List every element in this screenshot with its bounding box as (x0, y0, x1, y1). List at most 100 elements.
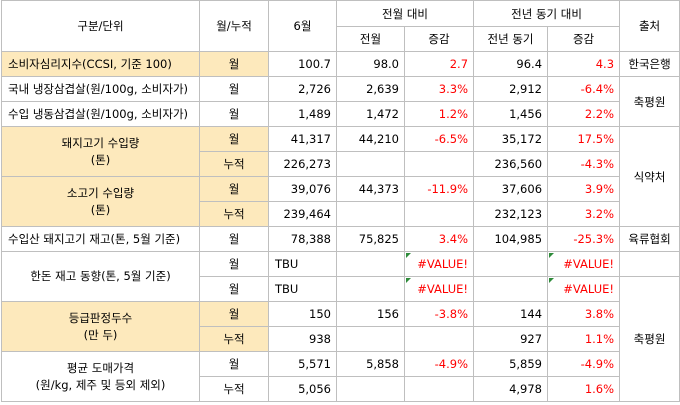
prev-month-cell[interactable]: 98.0 (336, 51, 405, 77)
change-month-cell[interactable] (403, 201, 475, 227)
prev-month-cell[interactable]: 1,472 (336, 101, 405, 127)
period-cell[interactable]: 월 (199, 226, 269, 252)
header-change-year[interactable]: 증감 (547, 26, 621, 52)
change-year-cell[interactable]: 4.3 (547, 51, 621, 77)
prev-month-cell[interactable] (336, 326, 405, 352)
prev-month-cell[interactable] (336, 376, 405, 402)
period-cell[interactable]: 누적 (199, 326, 269, 352)
prev-month-cell[interactable]: 156 (336, 301, 405, 327)
period-cell[interactable]: 월 (199, 301, 269, 327)
change-year-cell[interactable]: 17.5% (547, 126, 621, 152)
prev-year-cell[interactable]: 37,606 (473, 176, 549, 202)
june-cell[interactable]: 100.7 (268, 51, 337, 77)
period-cell[interactable]: 월 (199, 176, 269, 202)
source-cell[interactable]: 한국은행 (619, 51, 680, 77)
header-category[interactable]: 구분/단위 (1, 0, 200, 52)
period-cell[interactable]: 월 (199, 76, 269, 102)
change-year-cell[interactable]: -6.4% (547, 76, 621, 102)
prev-year-cell[interactable]: 144 (473, 301, 549, 327)
june-cell[interactable]: 226,273 (268, 151, 337, 177)
june-cell[interactable]: 39,076 (268, 176, 337, 202)
change-year-cell[interactable]: -25.3% (547, 226, 621, 252)
prev-month-cell[interactable] (336, 201, 405, 227)
change-month-cell[interactable]: 3.4% (403, 226, 475, 252)
period-cell[interactable]: 월 (199, 251, 269, 277)
change-month-cell[interactable]: -6.5% (403, 126, 475, 152)
prev-year-cell[interactable]: 104,985 (473, 226, 549, 252)
change-month-cell[interactable]: -3.8% (403, 301, 475, 327)
category-cell[interactable]: 등급판정두수 (만 두) (1, 301, 200, 352)
period-cell[interactable]: 누적 (199, 151, 269, 177)
change-year-cell[interactable]: -4.3% (547, 151, 621, 177)
prev-year-cell[interactable]: 5,859 (473, 351, 549, 377)
june-cell[interactable]: 41,317 (268, 126, 337, 152)
prev-month-cell[interactable]: 44,210 (336, 126, 405, 152)
header-prev-month[interactable]: 전월 (336, 26, 405, 52)
category-cell[interactable]: 수입 냉동삼겹살(원/100g, 소비자가) (1, 101, 200, 127)
period-cell[interactable]: 누적 (199, 376, 269, 402)
source-cell[interactable]: 식약처 (619, 126, 680, 227)
change-year-cell[interactable]: 3.8% (547, 301, 621, 327)
change-year-cell[interactable]: 1.6% (547, 376, 621, 402)
category-cell[interactable]: 수입산 돼지고기 재고(톤, 5월 기준) (1, 226, 200, 252)
change-month-cell[interactable]: 1.2% (403, 101, 475, 127)
june-cell[interactable]: 150 (268, 301, 337, 327)
change-month-cell[interactable]: -11.9% (403, 176, 475, 202)
change-year-cell[interactable]: 3.2% (547, 201, 621, 227)
prev-month-cell[interactable]: 5,858 (336, 351, 405, 377)
prev-year-cell[interactable]: 35,172 (473, 126, 549, 152)
prev-year-cell[interactable]: 232,123 (473, 201, 549, 227)
prev-month-cell[interactable]: 75,825 (336, 226, 405, 252)
category-cell[interactable]: 평균 도매가격 (원/kg, 제주 및 등외 제외) (1, 351, 200, 402)
prev-month-cell[interactable] (336, 151, 405, 177)
change-month-cell[interactable]: #VALUE! (403, 276, 475, 302)
change-month-cell[interactable] (403, 376, 475, 402)
change-year-cell[interactable]: #VALUE! (547, 276, 621, 302)
change-year-cell[interactable]: 2.2% (547, 101, 621, 127)
june-cell[interactable]: 5,056 (268, 376, 337, 402)
change-year-cell[interactable]: #VALUE! (547, 251, 621, 277)
change-year-cell[interactable]: 3.9% (547, 176, 621, 202)
june-cell[interactable]: TBU (268, 276, 337, 302)
period-cell[interactable]: 누적 (199, 201, 269, 227)
prev-year-cell[interactable]: 927 (473, 326, 549, 352)
change-month-cell[interactable]: #VALUE! (403, 251, 475, 277)
prev-month-cell[interactable]: 44,373 (336, 176, 405, 202)
prev-year-cell[interactable]: 4,978 (473, 376, 549, 402)
category-cell[interactable]: 한돈 재고 동향(톤, 5월 기준) (1, 251, 200, 302)
change-month-cell[interactable] (403, 326, 475, 352)
prev-year-cell[interactable]: 236,560 (473, 151, 549, 177)
prev-month-cell[interactable] (336, 276, 405, 302)
header-source[interactable]: 출처 (619, 0, 680, 52)
prev-year-cell[interactable] (473, 276, 549, 302)
change-year-cell[interactable]: -4.9% (547, 351, 621, 377)
header-prev-year[interactable]: 전년 동기 (473, 26, 549, 52)
prev-year-cell[interactable]: 2,912 (473, 76, 549, 102)
prev-year-cell[interactable]: 1,456 (473, 101, 549, 127)
change-month-cell[interactable]: 2.7 (403, 51, 475, 77)
period-cell[interactable]: 월 (199, 126, 269, 152)
prev-year-cell[interactable]: 96.4 (473, 51, 549, 77)
june-cell[interactable]: TBU (268, 251, 337, 277)
header-period[interactable]: 월/누적 (199, 0, 269, 52)
header-june[interactable]: 6월 (268, 0, 337, 52)
category-cell[interactable]: 국내 냉장삼겹살(원/100g, 소비자가) (1, 76, 200, 102)
prev-year-cell[interactable] (473, 251, 549, 277)
category-cell[interactable]: 소비자심리지수(CCSI, 기준 100) (1, 51, 200, 77)
header-yoy-group[interactable]: 전년 동기 대비 (473, 0, 621, 27)
change-year-cell[interactable]: 1.1% (547, 326, 621, 352)
change-month-cell[interactable]: 3.3% (403, 76, 475, 102)
source-cell-empty[interactable] (619, 251, 680, 277)
period-cell[interactable]: 월 (199, 51, 269, 77)
change-month-cell[interactable]: -4.9% (403, 351, 475, 377)
june-cell[interactable]: 2,726 (268, 76, 337, 102)
source-cell[interactable]: 축평원 (619, 276, 680, 402)
june-cell[interactable]: 239,464 (268, 201, 337, 227)
june-cell[interactable]: 938 (268, 326, 337, 352)
category-cell[interactable]: 돼지고기 수입량 (톤) (1, 126, 200, 177)
prev-month-cell[interactable] (336, 251, 405, 277)
change-month-cell[interactable] (403, 151, 475, 177)
header-prev-month-group[interactable]: 전월 대비 (335, 0, 475, 27)
period-cell[interactable]: 월 (199, 351, 269, 377)
header-change-month[interactable]: 증감 (403, 26, 475, 52)
